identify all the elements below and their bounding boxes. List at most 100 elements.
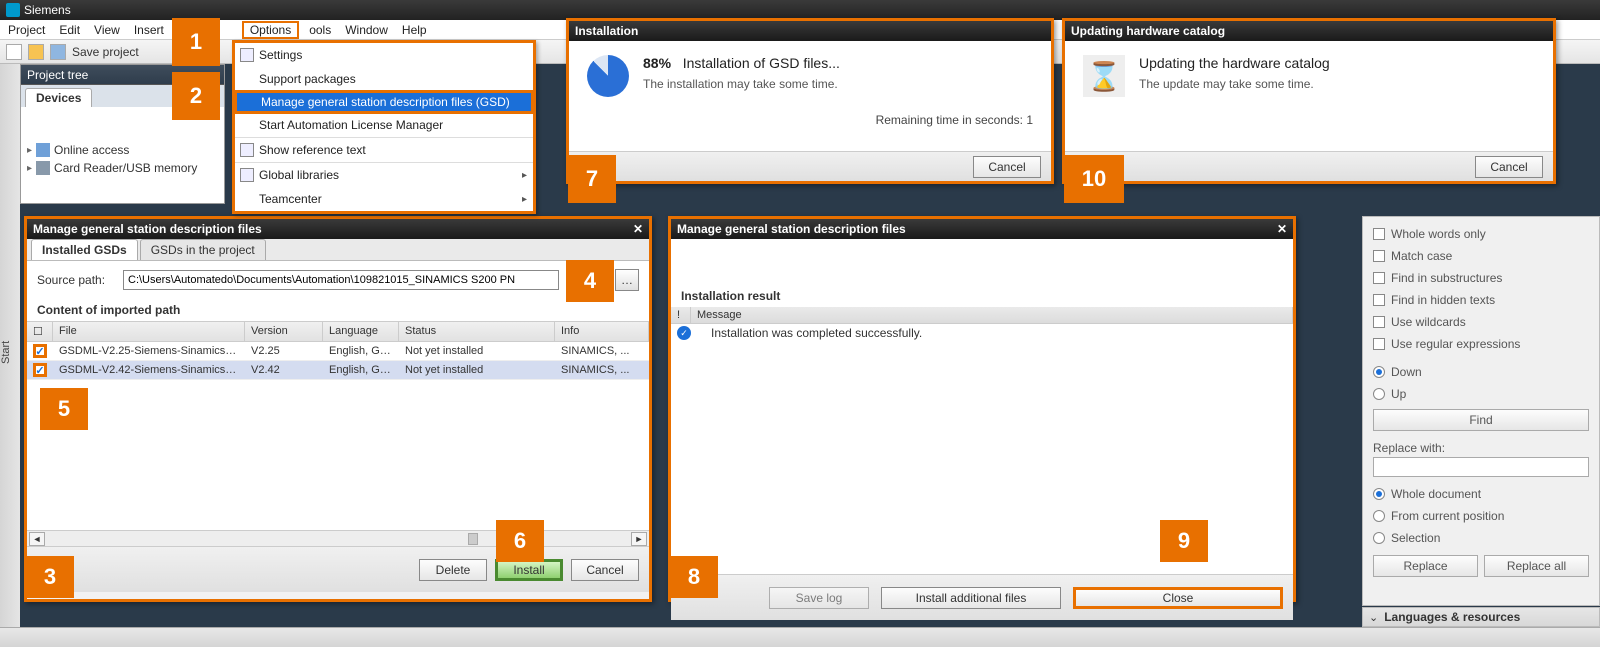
close-button[interactable]: Close: [1073, 587, 1283, 609]
menu-help[interactable]: Help: [402, 23, 427, 37]
manage-gsd-dialog-left: Manage general station description files…: [24, 216, 652, 602]
menu-tools[interactable]: ools: [309, 23, 331, 37]
save-icon[interactable]: [50, 44, 66, 60]
step-marker-4: 4: [566, 260, 614, 302]
result-row: ✓ Installation was completed successfull…: [671, 324, 1293, 342]
install-percent: 88%: [643, 55, 671, 71]
table-row[interactable]: ✓ GSDML-V2.42-Siemens-Sinamics_... V2.42…: [27, 361, 649, 380]
reftext-icon: [240, 143, 254, 157]
h-scrollbar[interactable]: ◄ ►: [27, 530, 649, 546]
tab-installed-gsds[interactable]: Installed GSDs: [31, 239, 138, 260]
menu-insert[interactable]: Insert: [134, 23, 166, 37]
close-icon[interactable]: ✕: [1277, 219, 1287, 239]
app-title: Siemens: [24, 0, 71, 20]
chk-whole-words[interactable]: [1373, 228, 1385, 240]
replace-all-button[interactable]: Replace all: [1484, 555, 1589, 577]
radio-down[interactable]: [1373, 366, 1385, 378]
replace-input[interactable]: [1373, 457, 1589, 477]
menu-settings[interactable]: Settings: [235, 43, 533, 67]
close-icon[interactable]: ✕: [633, 219, 643, 239]
step-marker-8: 8: [670, 556, 718, 598]
install-line1: Installation of GSD files...: [683, 55, 840, 71]
gsd-file-grid: ☐ File Version Language Status Info ✓ GS…: [27, 321, 649, 546]
radio-selection[interactable]: [1373, 532, 1385, 544]
tab-gsds-in-project[interactable]: GSDs in the project: [140, 239, 266, 260]
menu-view[interactable]: View: [94, 23, 120, 37]
scroll-left-icon[interactable]: ◄: [29, 532, 45, 546]
menu-manage-gsd[interactable]: Manage general station description files…: [234, 90, 534, 114]
chk-hidden-texts[interactable]: [1373, 294, 1385, 306]
col-language[interactable]: Language: [323, 322, 399, 341]
options-dropdown: Settings Support packages Manage general…: [232, 40, 536, 214]
update-line2: The update may take some time.: [1139, 77, 1535, 91]
delete-button[interactable]: Delete: [419, 559, 487, 581]
row-checkbox[interactable]: ✓: [33, 363, 47, 377]
menu-options[interactable]: Options: [242, 21, 299, 39]
updating-dialog: Updating hardware catalog ⌛ Updating the…: [1062, 18, 1556, 184]
tree-card-reader[interactable]: ▸Card Reader/USB memory: [21, 159, 224, 177]
browse-button[interactable]: …: [615, 269, 639, 291]
step-marker-5: 5: [40, 388, 88, 430]
col-check[interactable]: ☐: [27, 322, 53, 341]
col-version[interactable]: Version: [245, 322, 323, 341]
app-logo: [6, 3, 20, 17]
source-path-input[interactable]: [123, 270, 559, 290]
chk-match-case[interactable]: [1373, 250, 1385, 262]
step-marker-10: 10: [1064, 155, 1124, 203]
find-button[interactable]: Find: [1373, 409, 1589, 431]
install-additional-button[interactable]: Install additional files: [881, 587, 1061, 609]
languages-resources-bar[interactable]: ⌄ Languages & resources: [1362, 607, 1600, 627]
gsd-left-title: Manage general station description files: [33, 219, 262, 239]
update-cancel-button[interactable]: Cancel: [1475, 156, 1543, 178]
menu-window[interactable]: Window: [345, 23, 388, 37]
step-marker-6: 6: [496, 520, 544, 562]
install-line2: The installation may take some time.: [643, 77, 1033, 91]
cancel-button[interactable]: Cancel: [571, 559, 639, 581]
col-message: Message: [691, 307, 1293, 323]
side-tab-start[interactable]: Start: [0, 64, 20, 647]
result-header: Installation result: [671, 289, 1293, 307]
source-path-label: Source path:: [37, 273, 115, 287]
content-header: Content of imported path: [27, 299, 649, 321]
menu-edit[interactable]: Edit: [59, 23, 80, 37]
step-marker-9: 9: [1160, 520, 1208, 562]
menu-global-libraries[interactable]: Global libraries: [235, 163, 533, 187]
radio-up[interactable]: [1373, 388, 1385, 400]
col-info[interactable]: Info: [555, 322, 649, 341]
col-file[interactable]: File: [53, 322, 245, 341]
tree-online-access[interactable]: ▸Online access: [21, 141, 224, 159]
installation-dialog: Installation 88% Installation of GSD fil…: [566, 18, 1054, 184]
menu-project[interactable]: Project: [8, 23, 45, 37]
replace-button[interactable]: Replace: [1373, 555, 1478, 577]
col-status[interactable]: Status: [399, 322, 555, 341]
radio-from-pos[interactable]: [1373, 510, 1385, 522]
library-icon: [240, 168, 254, 182]
find-replace-panel: Whole words only Match case Find in subs…: [1362, 216, 1600, 606]
step-marker-1: 1: [172, 18, 220, 66]
row-checkbox[interactable]: ✓: [33, 344, 47, 358]
menu-start-alm[interactable]: Start Automation License Manager: [235, 113, 533, 137]
network-icon: [36, 143, 50, 157]
radio-whole-doc[interactable]: [1373, 488, 1385, 500]
status-bar: [0, 627, 1600, 647]
save-project-label[interactable]: Save project: [72, 45, 139, 59]
menu-teamcenter[interactable]: Teamcenter: [235, 187, 533, 211]
settings-icon: [240, 48, 254, 62]
step-marker-7: 7: [568, 155, 616, 203]
gsd-right-title: Manage general station description files: [677, 219, 906, 239]
devices-tab[interactable]: Devices: [25, 88, 92, 107]
col-bang: !: [671, 307, 691, 323]
chk-regex[interactable]: [1373, 338, 1385, 350]
install-remaining: Remaining time in seconds: 1: [643, 113, 1033, 127]
menu-support-packages[interactable]: Support packages: [235, 67, 533, 91]
install-cancel-button[interactable]: Cancel: [973, 156, 1041, 178]
open-project-icon[interactable]: [28, 44, 44, 60]
install-dlg-title: Installation: [575, 21, 638, 41]
save-log-button[interactable]: Save log: [769, 587, 869, 609]
menu-show-ref-text[interactable]: Show reference text: [235, 138, 533, 162]
chk-wildcards[interactable]: [1373, 316, 1385, 328]
table-row[interactable]: ✓ GSDML-V2.25-Siemens-Sinamics_... V2.25…: [27, 342, 649, 361]
chk-substructures[interactable]: [1373, 272, 1385, 284]
new-project-icon[interactable]: [6, 44, 22, 60]
scroll-right-icon[interactable]: ►: [631, 532, 647, 546]
